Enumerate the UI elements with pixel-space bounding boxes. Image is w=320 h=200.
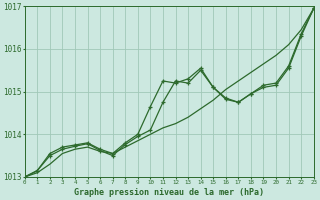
X-axis label: Graphe pression niveau de la mer (hPa): Graphe pression niveau de la mer (hPa) — [74, 188, 264, 197]
